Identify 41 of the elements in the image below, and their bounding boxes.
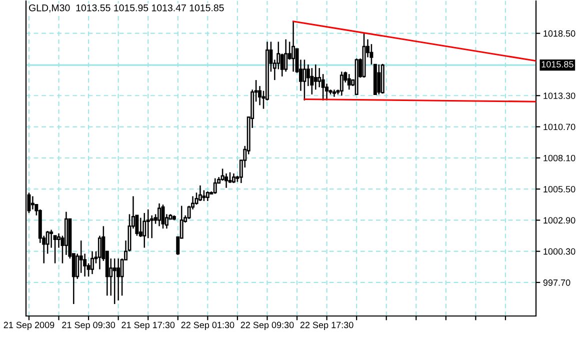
candlestick: [116, 258, 120, 302]
y-tick-label: 1008.10: [544, 154, 576, 162]
y-tick-label: 1002.90: [544, 217, 576, 224]
candlestick: [98, 235, 102, 270]
candlestick: [340, 71, 344, 96]
x-tick-label: 22 Sep 17:30: [300, 322, 354, 330]
ref-line-label: 1015.85: [542, 61, 574, 68]
candlestick: [50, 229, 54, 248]
x-tick-label: 21 Sep 09:30: [62, 322, 116, 330]
y-tick-label: 1013.30: [544, 92, 576, 99]
candlestick: [302, 59, 306, 102]
x-tick-label: 22 Sep 09:30: [240, 322, 294, 330]
candlestick: [347, 73, 351, 90]
y-tick-label: 1005.50: [544, 186, 576, 192]
candlestick: [314, 64, 318, 90]
candlestick: [158, 202, 162, 227]
candlestick: [79, 240, 83, 274]
candlestick: [138, 217, 142, 238]
candlestick: [213, 178, 217, 194]
candlestick: [202, 190, 206, 202]
chart-title: GLD,M30 1013.55 1015.95 1013.47 1015.85: [29, 4, 224, 12]
x-tick-label: 22 Sep 01:30: [181, 322, 234, 330]
candlestick: [310, 67, 314, 96]
candlestick: [224, 172, 228, 188]
candlestick: [292, 20, 296, 72]
candlestick: [206, 190, 210, 202]
candlestick: [198, 184, 202, 202]
candlestick: [112, 258, 116, 305]
y-tick-label: 1018.50: [544, 30, 576, 37]
candlestick: [284, 38, 288, 72]
x-tick-label: 21 Sep 2009: [4, 322, 54, 330]
y-tick-label: 1000.30: [544, 248, 576, 255]
candlestick: [377, 64, 381, 96]
x-tick-label: 21 Sep 17:30: [122, 322, 175, 330]
candlestick: [30, 196, 34, 210]
candlestick: [142, 212, 146, 248]
candlestick: [232, 172, 236, 184]
candlestick: [90, 250, 94, 275]
y-tick-label: 997.70: [543, 279, 570, 286]
y-tick-label: 1010.70: [544, 124, 576, 130]
candlestick: [228, 172, 232, 184]
